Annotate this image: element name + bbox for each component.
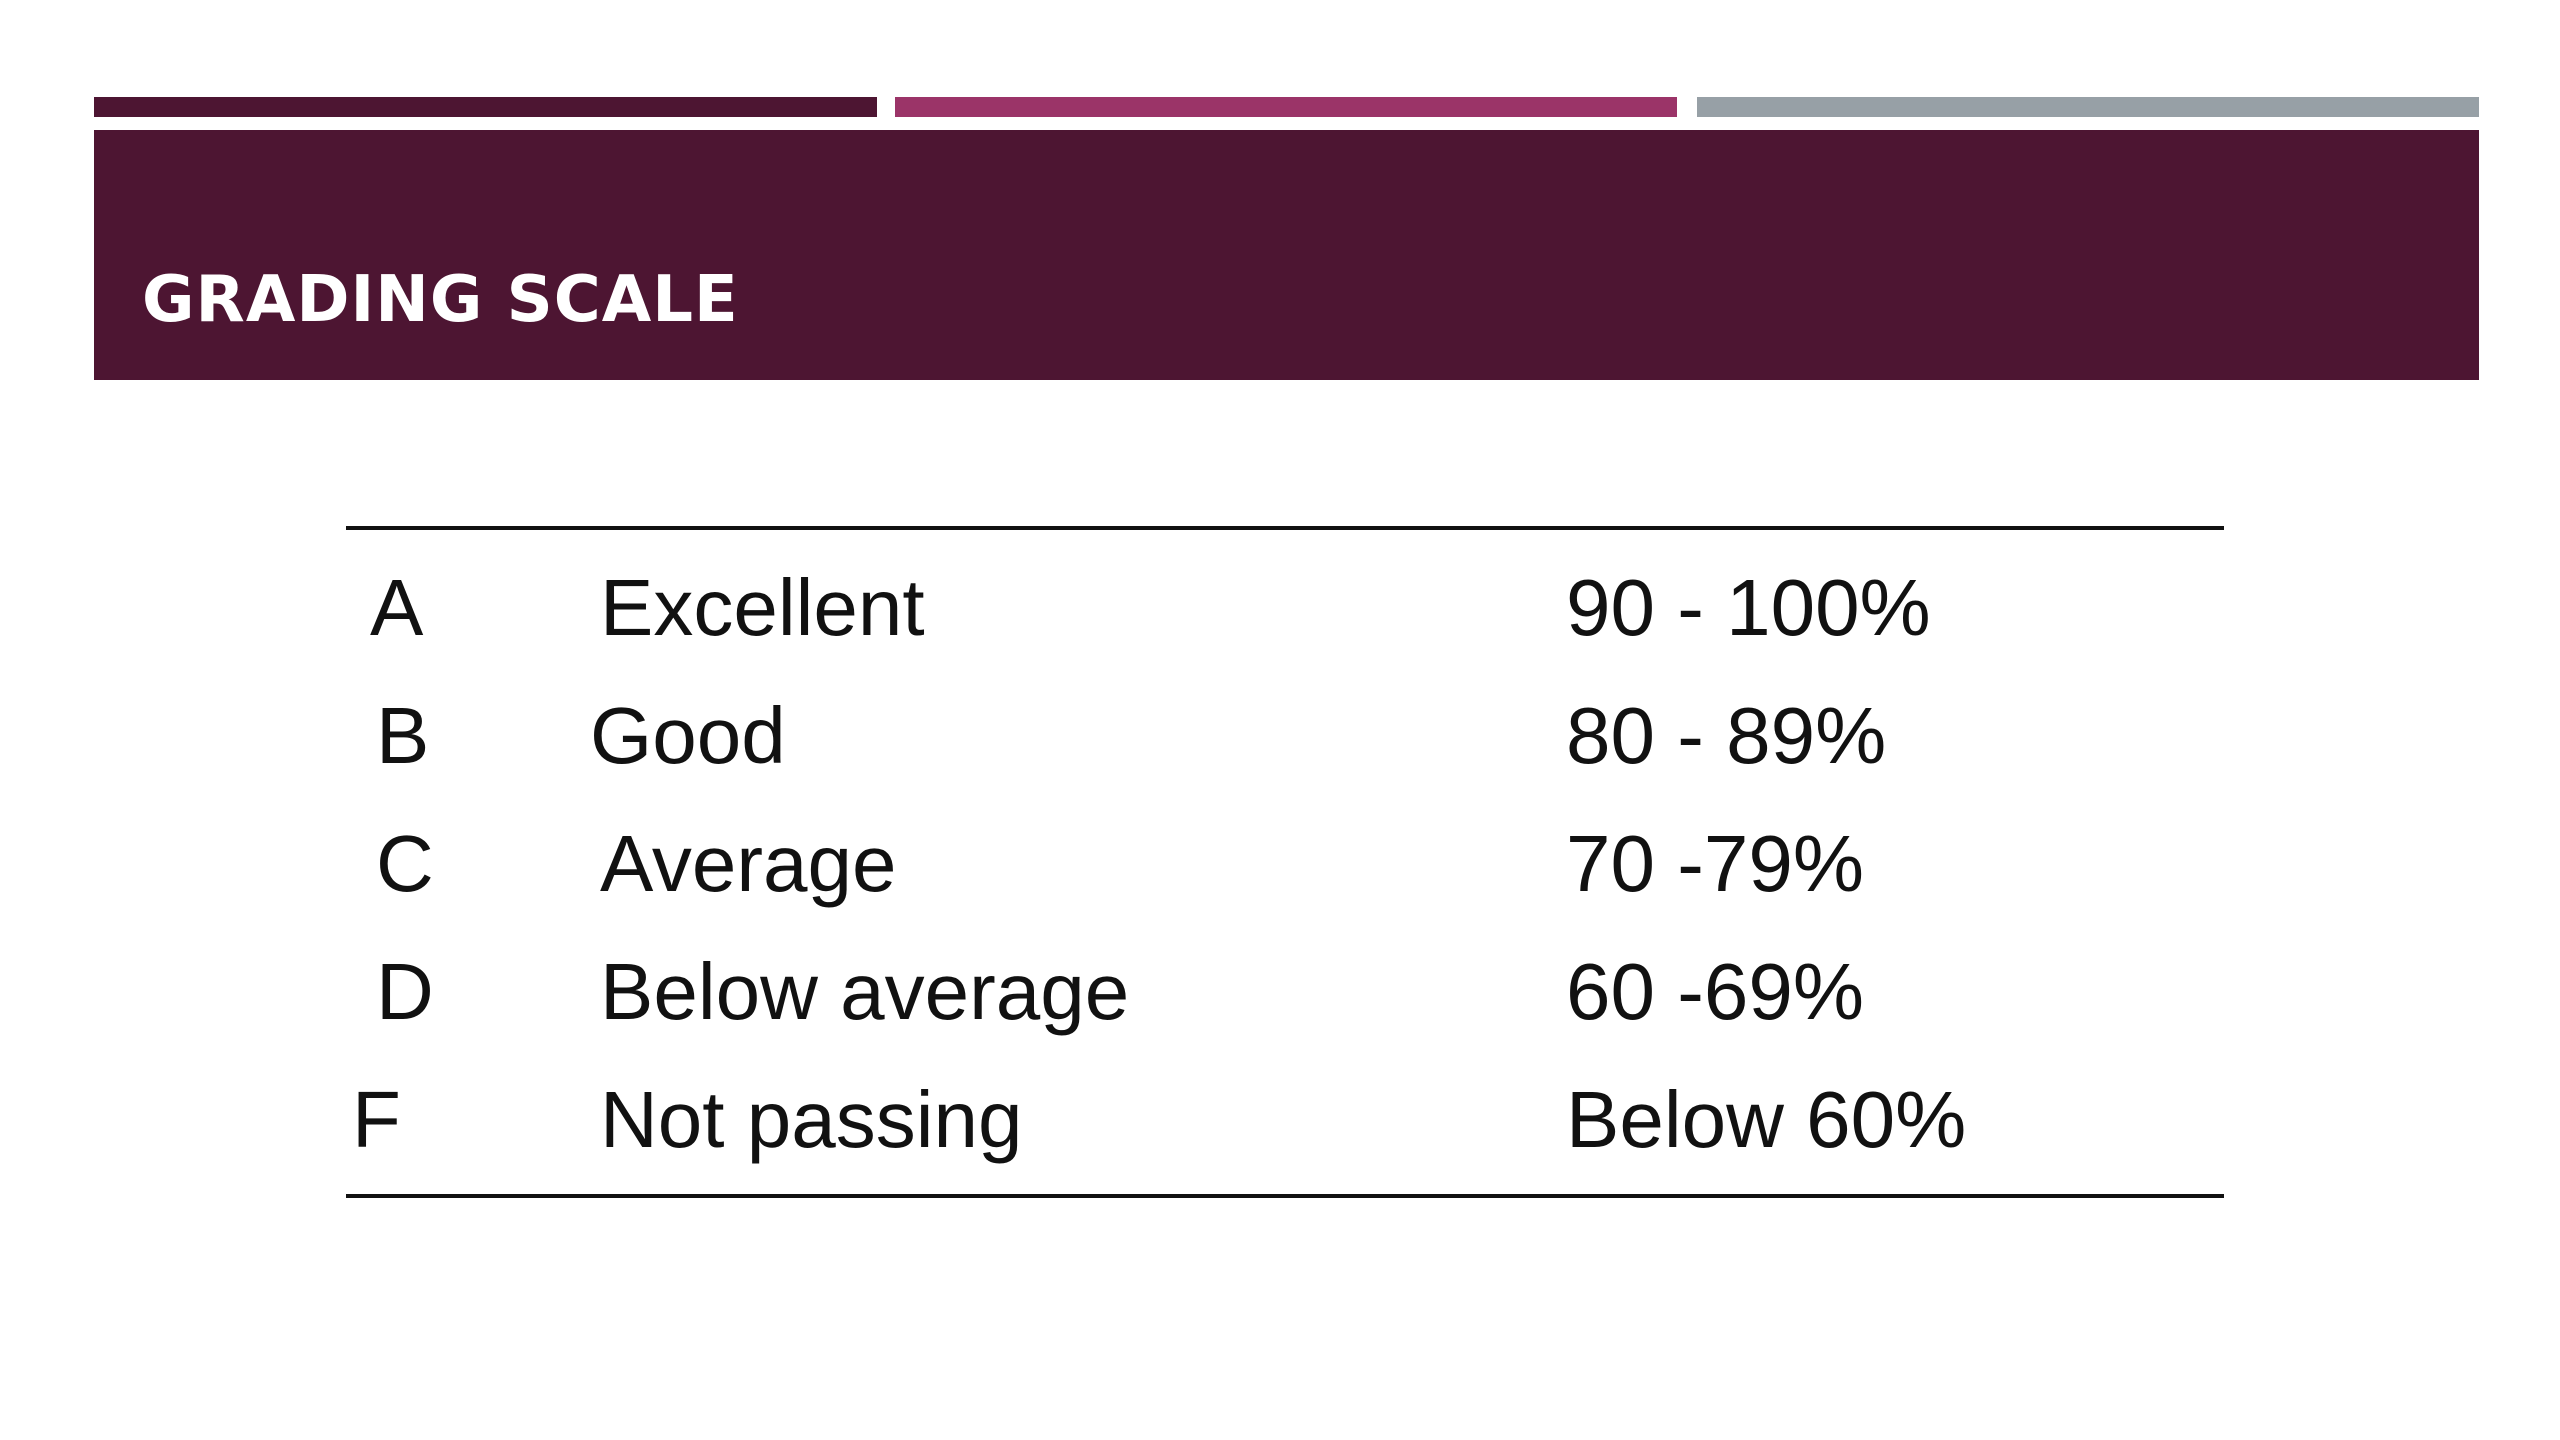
- accent-bar-magenta: [895, 97, 1677, 117]
- accent-bar-dark: [94, 97, 877, 117]
- grading-table-rows: A Excellent 90 - 100% B Good 80 - 89% C …: [346, 530, 2224, 1194]
- grade-description: Excellent: [600, 563, 925, 652]
- grade-description: Not passing: [600, 1075, 1023, 1164]
- title-band: GRADING SCALE: [94, 130, 2479, 380]
- grade-letter: B: [376, 691, 430, 780]
- table-row-a: A Excellent 90 - 100%: [346, 546, 2224, 674]
- grade-letter: D: [376, 947, 434, 1036]
- grade-description: Good: [590, 691, 786, 780]
- grade-range: 70 -79%: [1566, 819, 1864, 908]
- table-bottom-rule: [346, 1194, 2224, 1198]
- grade-letter: C: [376, 819, 434, 908]
- table-row-b: B Good 80 - 89%: [346, 674, 2224, 802]
- grading-table: A Excellent 90 - 100% B Good 80 - 89% C …: [346, 526, 2224, 1198]
- table-row-d: D Below average 60 -69%: [346, 930, 2224, 1058]
- grade-range: 80 - 89%: [1566, 691, 1887, 780]
- grade-range: 90 - 100%: [1566, 563, 1931, 652]
- grade-letter: F: [352, 1075, 401, 1164]
- table-row-f: F Not passing Below 60%: [346, 1058, 2224, 1186]
- accent-bar-gray: [1697, 97, 2479, 117]
- grade-range: Below 60%: [1566, 1075, 1967, 1164]
- slide-title: GRADING SCALE: [142, 263, 739, 337]
- grade-letter: A: [370, 563, 424, 652]
- table-row-c: C Average 70 -79%: [346, 802, 2224, 930]
- table-top-rule: [346, 526, 2224, 530]
- grade-description: Average: [600, 819, 897, 908]
- grade-range: 60 -69%: [1566, 947, 1864, 1036]
- grade-description: Below average: [600, 947, 1130, 1036]
